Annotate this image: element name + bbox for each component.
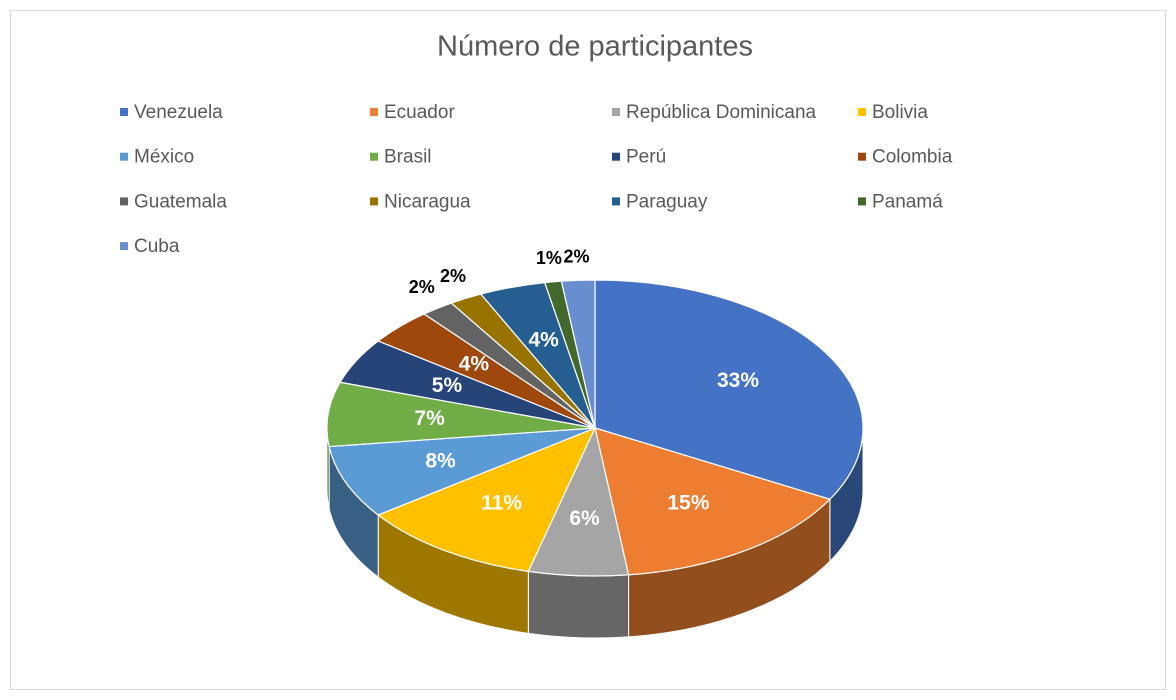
slice: [594, 279, 864, 500]
slice: [328, 427, 596, 516]
data-label: 2%: [563, 246, 589, 266]
legend-label: Panamá: [872, 191, 943, 212]
legend-label: Bolivia: [872, 102, 928, 123]
legend-swatch: [858, 197, 866, 206]
data-label: 6%: [569, 507, 600, 530]
data-label: 7%: [414, 407, 445, 430]
legend-swatch: [120, 242, 128, 251]
legend-swatch: [120, 197, 128, 206]
legend-label: Paraguay: [626, 191, 708, 212]
legend-swatch: [120, 152, 128, 161]
legend-swatch: [120, 108, 128, 116]
data-label: 33%: [717, 369, 759, 392]
legend-swatch: [370, 197, 378, 206]
legend-label: Guatemala: [134, 191, 227, 212]
legend-swatch: [612, 152, 620, 161]
legend-label: Colombia: [872, 147, 953, 168]
legend-label: Nicaragua: [384, 191, 471, 212]
data-label: 2%: [440, 266, 466, 286]
data-label: 4%: [459, 353, 490, 376]
slice: [376, 426, 597, 573]
slice: [594, 427, 831, 576]
slice-side: [527, 570, 630, 639]
legend-label: Venezuela: [134, 102, 223, 123]
legend-label: Brasil: [384, 147, 432, 168]
legend-swatch: [370, 152, 378, 161]
legend-swatch: [858, 152, 866, 161]
data-label: 5%: [432, 374, 463, 397]
data-label: 2%: [409, 277, 435, 297]
data-label: 15%: [667, 491, 709, 514]
legend-swatch: [612, 108, 620, 116]
data-label: 11%: [481, 491, 522, 514]
data-label: 8%: [425, 449, 456, 472]
legend-label: México: [134, 147, 194, 168]
legend-swatch: [858, 108, 866, 116]
data-label: 4%: [528, 328, 559, 351]
legend-swatch: [370, 108, 378, 116]
legend-label: Cuba: [134, 236, 180, 257]
chart-title: Número de participantes: [437, 31, 753, 63]
legend-label: República Dominicana: [626, 102, 817, 123]
data-label: 1%: [536, 248, 562, 268]
legend-label: Ecuador: [384, 102, 455, 123]
slice: [326, 381, 596, 448]
legend-swatch: [612, 197, 620, 206]
legend-label: Perú: [626, 147, 666, 168]
slice: [560, 279, 596, 429]
